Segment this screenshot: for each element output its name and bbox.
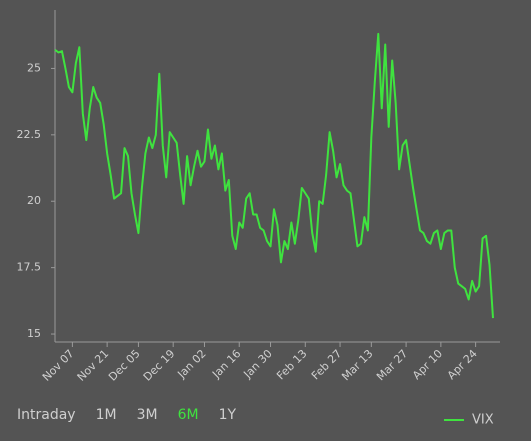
x-tick-label: Jan 16 (209, 347, 243, 381)
x-tick-label: Apr 24 (445, 347, 480, 382)
range-button[interactable]: 6M (178, 407, 199, 423)
y-tick-label: 25 (27, 61, 41, 74)
x-tick-label: Mar 13 (339, 347, 375, 383)
range-button[interactable]: 1Y (219, 407, 237, 423)
y-tick-label: 20 (27, 194, 41, 207)
y-tick-label: 15 (27, 327, 41, 340)
x-tick-label: Feb 27 (309, 347, 344, 382)
x-tick-label: Jan 02 (174, 347, 208, 381)
x-tick-label: Nov 21 (75, 347, 112, 384)
legend-label: VIX (472, 413, 494, 428)
range-button[interactable]: 3M (137, 407, 158, 423)
range-button[interactable]: 1M (96, 407, 117, 423)
x-tick-label: Dec 19 (141, 347, 178, 384)
y-tick-label: 17.5 (17, 261, 42, 274)
series-line (54, 32, 494, 319)
x-tick-label: Jan 30 (241, 347, 275, 381)
range-button[interactable]: Intraday (17, 407, 76, 423)
x-tick-label: Nov 07 (40, 347, 77, 384)
x-tick-label: Feb 13 (274, 347, 309, 382)
x-tick-label: Dec 05 (106, 347, 143, 384)
x-tick-label: Apr 10 (410, 347, 445, 382)
y-tick-label: 22.5 (17, 128, 42, 141)
x-tick-label: Mar 27 (374, 347, 410, 383)
